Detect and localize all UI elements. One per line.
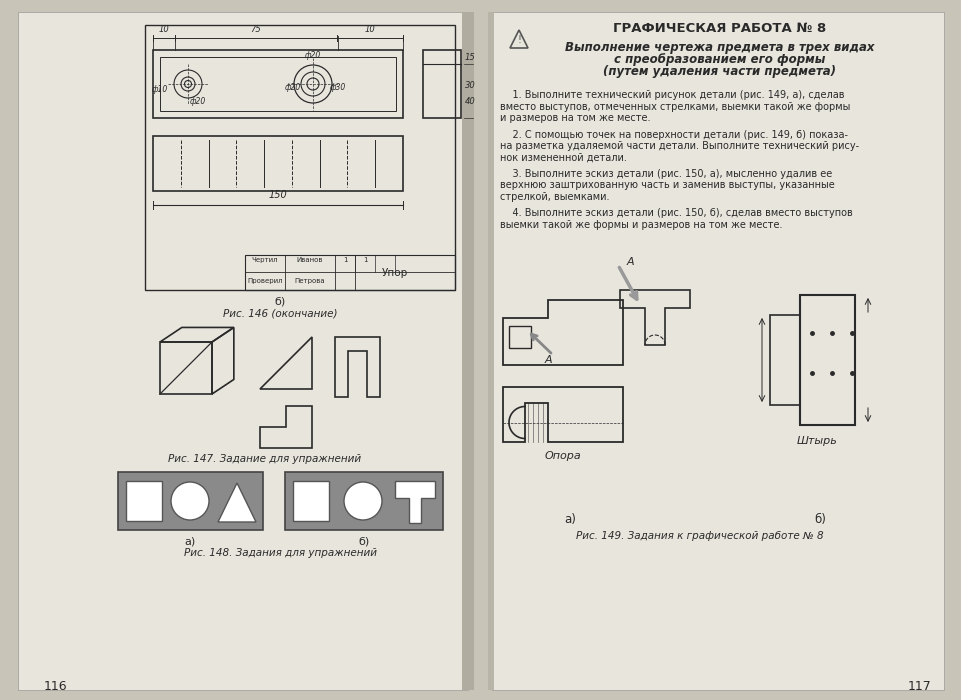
Polygon shape bbox=[395, 481, 434, 523]
Polygon shape bbox=[218, 483, 256, 522]
Text: (путем удаления части предмета): (путем удаления части предмета) bbox=[603, 66, 836, 78]
Text: Проверил: Проверил bbox=[247, 278, 283, 284]
Text: Рис. 149. Задания к графической работе № 8: Рис. 149. Задания к графической работе №… bbox=[576, 531, 823, 541]
Text: Иванов: Иванов bbox=[296, 257, 323, 263]
Text: Штырь: Штырь bbox=[797, 436, 837, 446]
Text: 1: 1 bbox=[362, 257, 367, 263]
Text: а): а) bbox=[563, 514, 576, 526]
Text: Рис. 148. Задания для упражнений: Рис. 148. Задания для упражнений bbox=[184, 548, 377, 558]
Text: 1. Выполните технический рисунок детали (рис. 149, а), сделав: 1. Выполните технический рисунок детали … bbox=[500, 90, 844, 100]
Text: Рис. 147. Задание для упражнений: Рис. 147. Задание для упражнений bbox=[168, 454, 361, 464]
Text: Выполнение чертежа предмета в трех видах: Выполнение чертежа предмета в трех видах bbox=[565, 41, 874, 55]
Text: ф20: ф20 bbox=[284, 83, 301, 92]
Text: и размеров на том же месте.: и размеров на том же месте. bbox=[500, 113, 650, 123]
Text: 15: 15 bbox=[464, 52, 476, 62]
Text: а): а) bbox=[185, 537, 196, 547]
Bar bbox=[769, 315, 800, 405]
Text: 150: 150 bbox=[268, 190, 287, 200]
Bar bbox=[293, 481, 329, 521]
Text: ф30: ф30 bbox=[330, 83, 346, 92]
Bar bbox=[245, 255, 455, 290]
Text: 10: 10 bbox=[159, 25, 169, 34]
Bar bbox=[160, 57, 396, 111]
Text: с преобразованием его формы: с преобразованием его формы bbox=[614, 53, 825, 66]
Text: 2. С помощью точек на поверхности детали (рис. 149, б) показа-: 2. С помощью точек на поверхности детали… bbox=[500, 130, 847, 139]
Text: A: A bbox=[626, 257, 633, 267]
Text: ф10: ф10 bbox=[152, 85, 168, 94]
Text: вместо выступов, отмеченных стрелками, выемки такой же формы: вместо выступов, отмеченных стрелками, в… bbox=[500, 102, 850, 111]
Bar bbox=[18, 12, 467, 690]
Bar bbox=[508, 326, 530, 348]
Text: Опора: Опора bbox=[544, 451, 580, 461]
Text: нок измененной детали.: нок измененной детали. bbox=[500, 153, 627, 162]
Bar bbox=[118, 472, 262, 530]
Bar bbox=[284, 472, 442, 530]
Bar bbox=[145, 25, 455, 290]
Bar bbox=[153, 50, 403, 118]
Text: 1: 1 bbox=[342, 257, 347, 263]
Bar bbox=[126, 481, 161, 521]
Text: на разметка удаляемой части детали. Выполните технический рису-: на разметка удаляемой части детали. Выпо… bbox=[500, 141, 858, 151]
Text: ф20: ф20 bbox=[305, 51, 321, 60]
Circle shape bbox=[344, 482, 382, 520]
Bar bbox=[461, 12, 474, 690]
Text: 75: 75 bbox=[251, 25, 261, 34]
Text: ГРАФИЧЕСКАЯ РАБОТА № 8: ГРАФИЧЕСКАЯ РАБОТА № 8 bbox=[613, 22, 825, 34]
Text: Петрова: Петрова bbox=[294, 278, 325, 284]
Bar bbox=[491, 12, 943, 690]
Text: верхнюю заштрихованную часть и заменив выступы, указанные: верхнюю заштрихованную часть и заменив в… bbox=[500, 181, 834, 190]
Text: стрелкой, выемками.: стрелкой, выемками. bbox=[500, 192, 609, 202]
Text: ф20: ф20 bbox=[189, 97, 206, 106]
Bar bbox=[153, 136, 403, 191]
Bar bbox=[423, 50, 460, 118]
Text: б): б) bbox=[813, 514, 825, 526]
Text: выемки такой же формы и размеров на том же месте.: выемки такой же формы и размеров на том … bbox=[500, 220, 781, 230]
Text: 116: 116 bbox=[43, 680, 66, 692]
Circle shape bbox=[171, 482, 209, 520]
Text: 40: 40 bbox=[464, 97, 476, 106]
Text: б): б) bbox=[358, 537, 369, 547]
Text: б): б) bbox=[274, 296, 285, 306]
Text: A: A bbox=[544, 355, 552, 365]
Text: 3. Выполните эскиз детали (рис. 150, а), мысленно удалив ее: 3. Выполните эскиз детали (рис. 150, а),… bbox=[500, 169, 831, 179]
Text: Чертил: Чертил bbox=[252, 257, 278, 263]
Bar bbox=[800, 295, 854, 425]
Text: Рис. 146 (окончание): Рис. 146 (окончание) bbox=[223, 309, 337, 319]
Bar bbox=[487, 12, 494, 690]
Text: 10: 10 bbox=[364, 25, 375, 34]
Text: !: ! bbox=[516, 35, 521, 45]
Text: 30: 30 bbox=[464, 81, 476, 90]
Text: 117: 117 bbox=[907, 680, 931, 692]
Text: Упор: Упор bbox=[382, 267, 407, 277]
Text: 4. Выполните эскиз детали (рис. 150, б), сделав вместо выступов: 4. Выполните эскиз детали (рис. 150, б),… bbox=[500, 209, 851, 218]
